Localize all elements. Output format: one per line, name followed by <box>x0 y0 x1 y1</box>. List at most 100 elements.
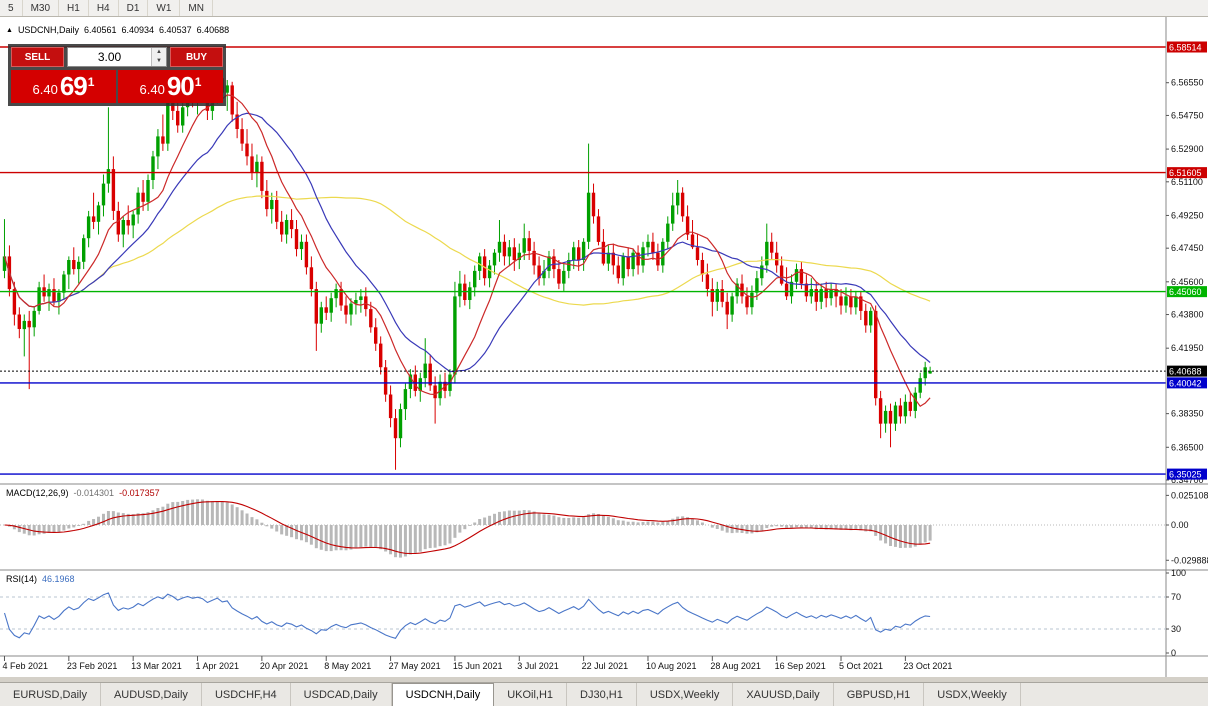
candle-body <box>91 216 96 222</box>
chart-tab-usdcnh-daily[interactable]: USDCNH,Daily <box>391 683 495 706</box>
price-level-box <box>1167 41 1207 53</box>
candle-body <box>671 205 675 224</box>
timeframe-m30[interactable]: M30 <box>23 0 60 16</box>
candle-body <box>730 296 734 315</box>
candle-body <box>720 289 724 302</box>
candle-body <box>799 269 804 284</box>
volume-up-arrow[interactable]: ▲ <box>152 48 166 57</box>
candle-body <box>275 200 279 222</box>
candle-body <box>819 289 823 302</box>
buy-price-display[interactable]: 6.40 90 1 <box>118 70 223 103</box>
macd-title: MACD(12,26,9) <box>6 488 69 498</box>
buy-price-sup: 1 <box>194 74 202 89</box>
candle-body <box>502 241 507 257</box>
time-axis-label: 16 Sep 2021 <box>775 661 826 671</box>
candle-body <box>809 289 813 297</box>
macd-signal-line <box>4 501 931 555</box>
buy-button[interactable]: BUY <box>170 47 223 67</box>
time-axis-label: 5 Oct 2021 <box>839 661 883 671</box>
candle-body <box>393 418 398 439</box>
chart-tab-ukoil-h1[interactable]: UKOil,H1 <box>494 683 568 706</box>
chart-tab-eurusd-daily[interactable]: EURUSD,Daily <box>0 683 101 706</box>
candle-body <box>789 281 794 297</box>
buy-price-big: 90 <box>166 71 195 101</box>
chart-tab-audusd-daily[interactable]: AUDUSD,Daily <box>101 683 202 706</box>
price-level-box-label: 6.51605 <box>1169 168 1202 178</box>
price-axis-label: 6.43800 <box>1171 310 1204 320</box>
rsi-axis-label: 70 <box>1171 592 1181 602</box>
candle-body <box>235 114 239 129</box>
sell-button[interactable]: SELL <box>11 47 64 67</box>
candle-body <box>794 269 799 282</box>
candle-body <box>586 192 591 242</box>
candle-body <box>151 156 155 180</box>
price-axis-label: 6.38350 <box>1171 409 1204 419</box>
candle-body <box>166 101 170 144</box>
chart-area: 6.56550 6.54750 6.52900 6.51100 6.49250 6.474… <box>0 17 1208 677</box>
candle-body <box>52 289 56 302</box>
candle-body <box>438 381 442 399</box>
candle-body <box>814 289 818 302</box>
candle-body <box>755 278 759 293</box>
chart-tab-dj30-h1[interactable]: DJ30,H1 <box>567 683 637 706</box>
timeframe-d1[interactable]: D1 <box>119 0 149 16</box>
candle-body <box>374 327 378 344</box>
rsi-axis-label: 30 <box>1171 624 1181 634</box>
timeframe-mn[interactable]: MN <box>180 0 213 16</box>
volume-spinner[interactable]: 3.00 ▲ ▼ <box>67 47 167 67</box>
candle-body <box>473 270 477 288</box>
candle-body <box>779 265 784 284</box>
candle-body <box>146 180 150 202</box>
candle-body <box>527 238 531 251</box>
candle-body <box>324 307 328 313</box>
macd-axis-label: -0.029888 <box>1171 555 1208 565</box>
candle-body <box>497 241 502 253</box>
price-level-box-label: 6.35025 <box>1169 470 1202 480</box>
collapse-icon[interactable]: ▲ <box>6 26 13 34</box>
volume-value[interactable]: 3.00 <box>97 50 122 64</box>
candle-body <box>433 385 437 399</box>
candle-body <box>96 205 101 222</box>
candle-body <box>770 241 774 253</box>
timeframe-h4[interactable]: H4 <box>89 0 119 16</box>
candle-body <box>453 296 457 375</box>
timeframe-h1[interactable]: H1 <box>59 0 89 16</box>
candle-body <box>725 301 729 315</box>
candle-body <box>626 256 630 270</box>
price-axis-label: 6.49250 <box>1171 210 1204 220</box>
chart-tab-xauusd-daily[interactable]: XAUUSD,Daily <box>733 683 834 706</box>
candle-body <box>428 363 432 386</box>
chart-tab-usdcad-daily[interactable]: USDCAD,Daily <box>291 683 392 706</box>
candle-body <box>621 256 625 279</box>
candle-body <box>562 270 566 284</box>
candle-body <box>893 405 898 424</box>
candle-body <box>171 101 175 111</box>
candle-body <box>280 221 284 235</box>
candle-body <box>299 241 304 250</box>
candle-body <box>522 238 526 253</box>
chart-tab-usdx-weekly[interactable]: USDX,Weekly <box>924 683 1021 706</box>
candle-body <box>230 85 234 115</box>
timeframe-5[interactable]: 5 <box>0 0 23 16</box>
candle-body <box>577 247 581 260</box>
candle-body <box>567 260 571 271</box>
price-level-box <box>1167 377 1207 389</box>
candle-body <box>86 216 91 239</box>
chart-tab-usdx-weekly[interactable]: USDX,Weekly <box>637 683 734 706</box>
chart-tab-usdchf-h4[interactable]: USDCHF,H4 <box>202 683 291 706</box>
time-axis-label: 3 Jul 2021 <box>517 661 559 671</box>
candle-body <box>864 310 868 326</box>
ohlc-high: 6.40934 <box>121 25 155 35</box>
volume-down-arrow[interactable]: ▼ <box>152 57 166 66</box>
candle-body <box>517 252 521 260</box>
candle-body <box>760 265 764 279</box>
price-level-box-label: 6.40688 <box>1169 367 1202 377</box>
candle-body <box>418 378 422 391</box>
price-chart-canvas[interactable]: 6.56550 6.54750 6.52900 6.51100 6.49250 6.474… <box>0 17 1208 677</box>
candle-body <box>715 289 719 302</box>
candle-body <box>354 300 358 304</box>
chart-tab-gbpusd-h1[interactable]: GBPUSD,H1 <box>834 683 925 706</box>
candle-body <box>22 320 26 330</box>
timeframe-w1[interactable]: W1 <box>148 0 181 16</box>
sell-price-display[interactable]: 6.40 69 1 <box>11 70 116 103</box>
